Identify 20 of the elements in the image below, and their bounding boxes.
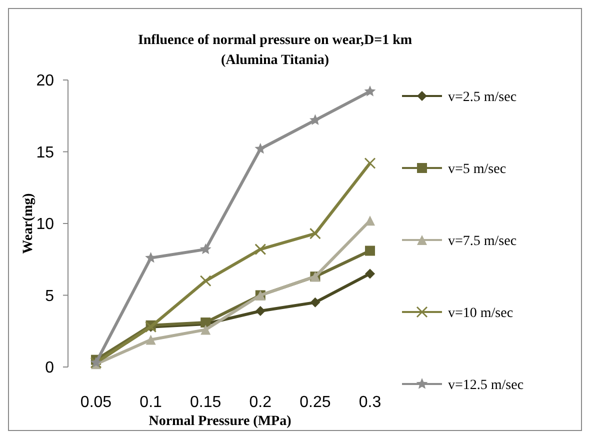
legend-label: v=10 m/sec [448,306,514,321]
x-tick-label: 0.3 [358,394,382,411]
y-tick-label: 20 [36,72,54,90]
y-tick-label: 10 [36,216,54,234]
chart-title: Influence of normal pressure on wear,D=1 km [138,33,412,48]
x-tick-label: 0.1 [140,394,162,411]
y-tick-label: 15 [36,144,54,162]
x-tick-label: 0.05 [80,394,112,411]
y-tick-label: 5 [45,288,54,305]
legend-label: v=12.5 m/sec [448,378,524,393]
x-tick-label: 0.25 [300,394,331,411]
legend-label: v=7.5 m/sec [448,234,517,249]
x-axis-title: Normal Pressure (MPa) [148,414,292,429]
chart-subtitle: (Alumina Titania) [220,53,330,68]
x-tick-label: 0.15 [190,394,222,411]
y-tick-label: 0 [45,360,54,377]
legend-label: v=5 m/sec [448,162,506,177]
x-tick-label: 0.2 [249,394,272,411]
y-axis-title: Wear(mg) [21,192,36,254]
legend-label: v=2.5 m/sec [448,90,517,105]
